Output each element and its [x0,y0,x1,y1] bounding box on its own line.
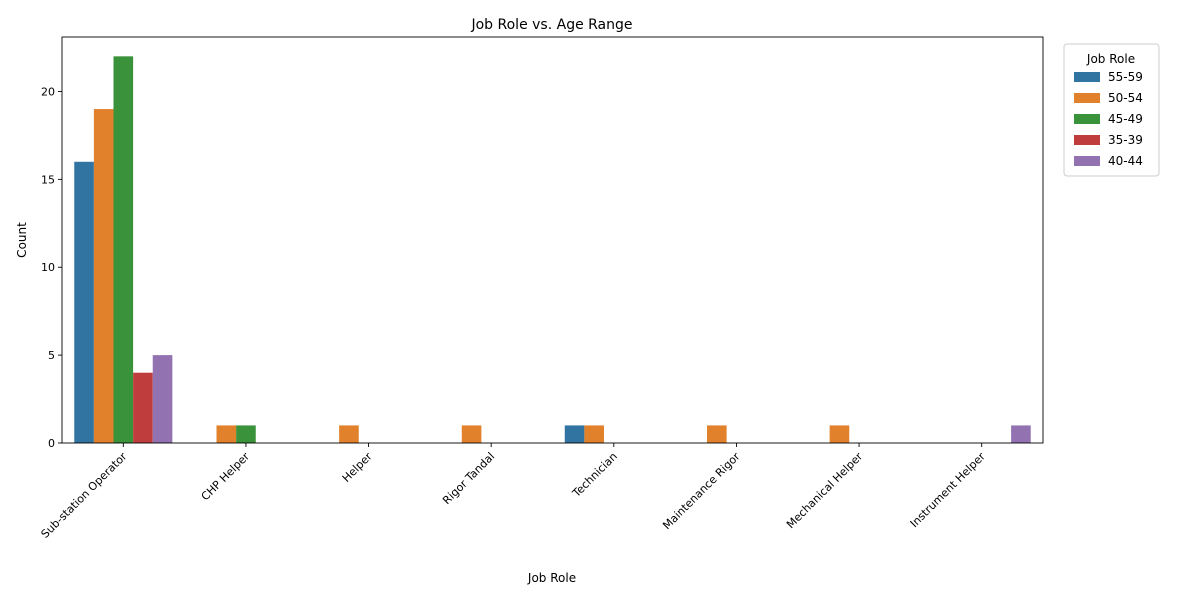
y-tick-label: 5 [48,349,55,362]
y-tick-label: 20 [41,85,55,98]
bars [74,56,1031,443]
bar-55-59-0 [74,161,94,443]
x-axis: Sub-station Operator CHP Helper Helper Rigo… [39,443,989,541]
x-tick-label: Maintenance Rigor [660,450,743,533]
x-tick-label: Helper [340,450,375,485]
bar-50-54-2 [339,425,359,443]
bar-50-54-4 [584,425,605,443]
bar-35-39-0 [133,372,153,443]
y-tick-label: 15 [41,173,55,186]
bar-40-44-0 [152,355,173,443]
legend-title: Job Role [1086,52,1135,66]
legend-swatch-40-44 [1074,156,1100,166]
x-tick-label: Sub-station Operator [39,450,130,541]
bar-50-54-1 [216,425,237,443]
bar-50-54-3 [461,425,482,443]
x-tick-label: CHP Helper [199,450,253,504]
x-tick-label: Rigor Tandal [440,450,497,507]
bar-50-54-0 [93,109,114,443]
y-axis-label: Count [15,222,29,258]
y-axis: 0 5 10 15 20 [41,85,62,450]
legend-label-50-54: 50-54 [1108,91,1143,105]
legend-label-45-49: 45-49 [1108,112,1143,126]
plot-frame [61,36,1044,444]
y-tick-label: 0 [48,437,55,450]
bar-45-49-1 [236,425,256,443]
legend-label-35-39: 35-39 [1108,133,1143,147]
x-tick-label: Technician [569,450,620,501]
legend-swatch-35-39 [1074,135,1100,145]
chart-title: Job Role vs. Age Range [470,17,632,33]
legend-swatch-45-49 [1074,114,1100,124]
legend-swatch-50-54 [1074,93,1100,103]
bar-50-54-6 [829,425,850,443]
legend-entries: 55-59 50-54 45-49 35-39 40-44 [1074,70,1143,168]
bar-40-44-7 [1011,425,1031,443]
bar-55-59-4 [564,425,585,443]
legend-swatch-55-59 [1074,72,1100,82]
legend: Job Role 55-59 50-54 45-49 35-39 40-44 [1063,43,1160,177]
bar-50-54-5 [707,425,727,443]
bar-45-49-0 [113,56,134,443]
x-axis-label: Job Role [527,571,576,585]
legend-label-40-44: 40-44 [1108,154,1143,168]
x-tick-label: Instrument Helper [908,450,989,531]
x-tick-label: Mechanical Helper [784,450,865,531]
y-tick-label: 10 [41,261,55,274]
legend-label-55-59: 55-59 [1108,70,1143,84]
